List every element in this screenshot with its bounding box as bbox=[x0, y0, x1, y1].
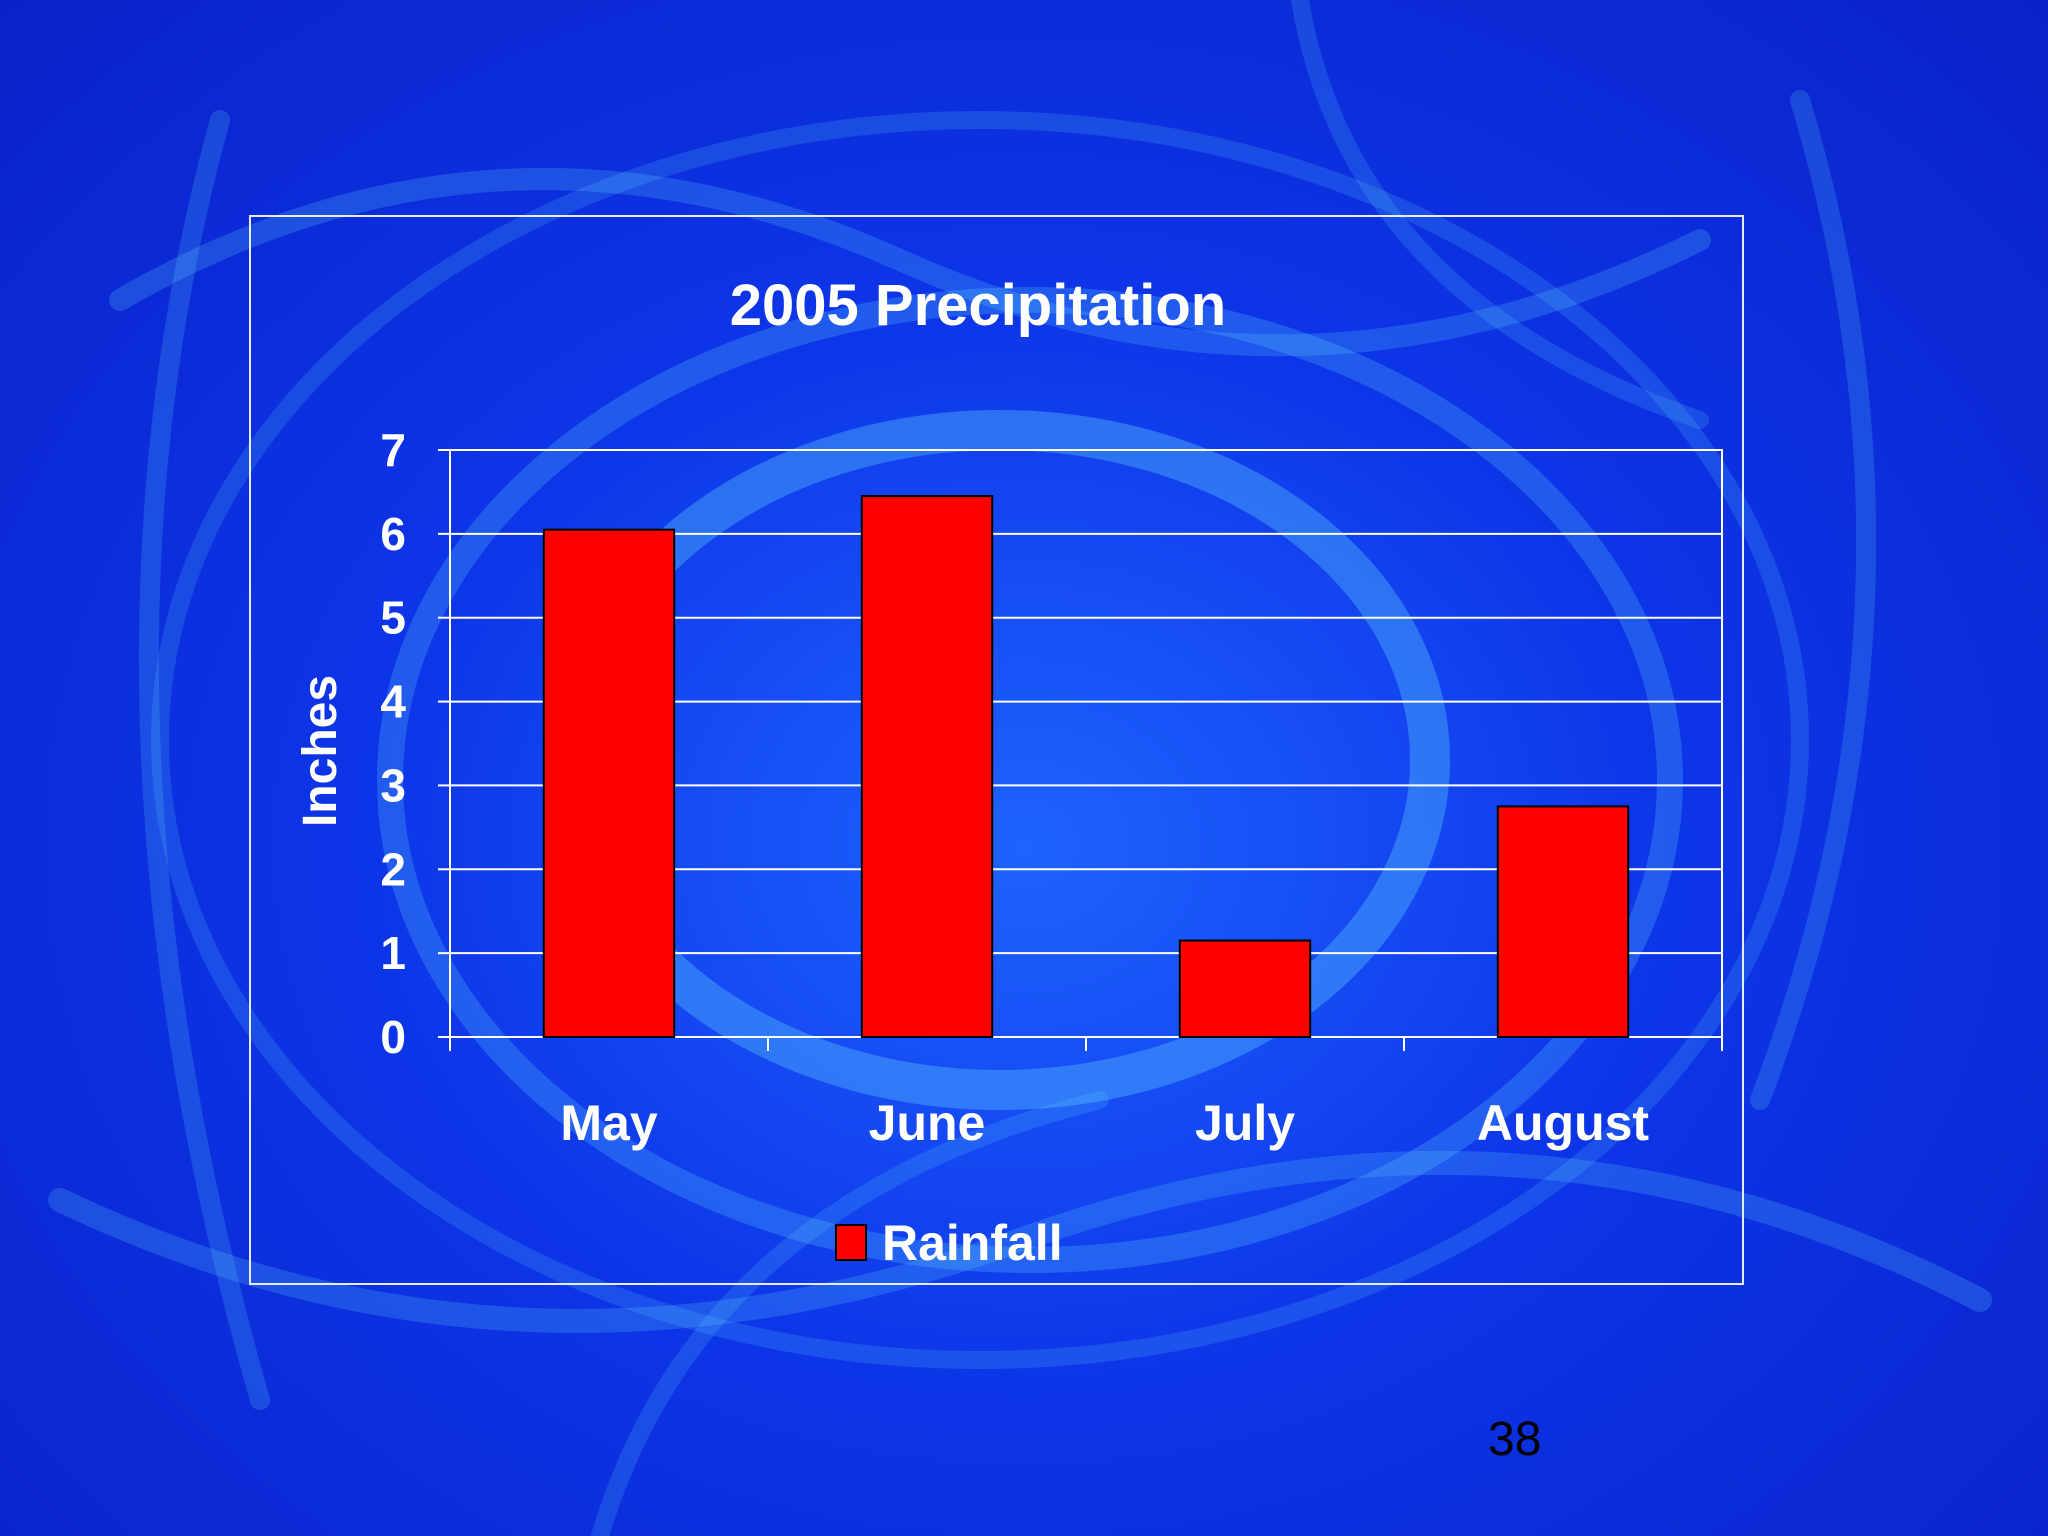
chart-frame bbox=[249, 215, 1744, 1285]
y-tick-label: 7 bbox=[380, 424, 406, 476]
x-axis-labels: May June July August bbox=[560, 1095, 1649, 1151]
y-tick-label: 3 bbox=[380, 759, 406, 811]
bars bbox=[542, 495, 1630, 1039]
y-tick-label: 5 bbox=[380, 592, 406, 644]
bar-may bbox=[542, 528, 676, 1039]
legend: Rainfall bbox=[835, 1215, 1063, 1271]
bar-june bbox=[860, 495, 994, 1039]
x-tick-label: May bbox=[560, 1095, 657, 1151]
y-tick-label: 0 bbox=[380, 1011, 406, 1063]
x-tick-label: August bbox=[1477, 1095, 1650, 1151]
legend-swatch-rainfall bbox=[835, 1224, 867, 1261]
y-tick-label: 2 bbox=[380, 843, 406, 895]
y-axis-ticks: 0 1 2 3 4 5 6 7 bbox=[380, 424, 406, 1063]
x-tick-label: June bbox=[869, 1095, 986, 1151]
legend-label-rainfall: Rainfall bbox=[882, 1215, 1063, 1271]
slide-number: 38 bbox=[1488, 1413, 1542, 1466]
bar-august bbox=[1496, 805, 1630, 1039]
y-axis-label: Inches bbox=[294, 675, 347, 827]
y-tick-label: 6 bbox=[380, 508, 406, 560]
x-tick-label: July bbox=[1195, 1095, 1295, 1151]
bar-july bbox=[1178, 939, 1312, 1038]
y-tick-label: 1 bbox=[380, 927, 406, 979]
chart-title: 2005 Precipitation bbox=[730, 273, 1226, 338]
y-tick-label: 4 bbox=[380, 676, 406, 728]
